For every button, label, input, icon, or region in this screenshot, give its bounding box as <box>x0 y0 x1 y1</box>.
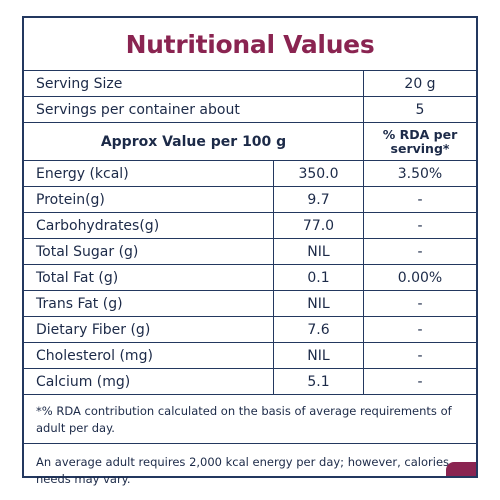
nutrient-rda: - <box>417 191 423 208</box>
nutrient-name: Protein(g) <box>24 187 274 212</box>
serving-size-label: Serving Size <box>24 71 364 96</box>
nutrient-value: NIL <box>274 343 364 368</box>
nutrient-name: Carbohydrates(g) <box>24 213 274 238</box>
nutrient-value: NIL <box>274 239 364 264</box>
nutrient-name: Energy (kcal) <box>24 161 274 186</box>
nutrient-rda: - <box>417 295 423 312</box>
nutrient-value: 5.1 <box>274 369 364 394</box>
header-rda: % RDA per serving* <box>382 126 458 156</box>
energy-note: An average adult requires 2,000 kcal ene… <box>36 455 450 486</box>
nutrient-value: 9.7 <box>274 187 364 212</box>
nutrient-rda: - <box>417 217 423 234</box>
table-row: Carbohydrates(g) 77.0 - <box>24 213 476 239</box>
nutrient-rda: - <box>417 347 423 364</box>
nutrient-rda: - <box>417 321 423 338</box>
serving-size-value: 20 g <box>404 75 436 92</box>
nutrition-table: Nutritional Values Serving Size 20 g Ser… <box>22 16 478 486</box>
nutrient-rda: 3.50% <box>397 165 443 182</box>
table-title: Nutritional Values <box>24 18 476 71</box>
table-row: Protein(g) 9.7 - <box>24 187 476 213</box>
nutrient-name: Total Fat (g) <box>24 265 274 290</box>
table-header-row: Approx Value per 100 g % RDA per serving… <box>24 123 476 161</box>
servings-per-container-label: Servings per container about <box>24 97 364 122</box>
servings-per-container-row: Servings per container about 5 <box>24 97 476 123</box>
nutrient-name: Calcium (mg) <box>24 369 274 394</box>
table-row: Total Sugar (g) NIL - <box>24 239 476 265</box>
table-row: Calcium (mg) 5.1 - <box>24 369 476 395</box>
table-row: Total Fat (g) 0.1 0.00% <box>24 265 476 291</box>
nutrient-name: Dietary Fiber (g) <box>24 317 274 342</box>
table-row: Energy (kcal) 350.0 3.50% <box>24 161 476 187</box>
nutrient-value: 0.1 <box>274 265 364 290</box>
nutrient-rda: 0.00% <box>397 269 443 286</box>
corner-tab <box>446 462 476 476</box>
nutrient-name: Trans Fat (g) <box>24 291 274 316</box>
nutrient-value: NIL <box>274 291 364 316</box>
nutrient-value: 7.6 <box>274 317 364 342</box>
nutrient-name: Total Sugar (g) <box>24 239 274 264</box>
servings-per-container-value: 5 <box>415 101 425 118</box>
header-approx-value: Approx Value per 100 g <box>24 123 364 160</box>
nutrient-rda: - <box>417 373 423 390</box>
nutrient-name: Cholesterol (mg) <box>24 343 274 368</box>
serving-size-row: Serving Size 20 g <box>24 71 476 97</box>
table-row: Dietary Fiber (g) 7.6 - <box>24 317 476 343</box>
nutrient-rows: Energy (kcal) 350.0 3.50% Protein(g) 9.7… <box>24 161 476 395</box>
nutrient-value: 350.0 <box>274 161 364 186</box>
table-row: Cholesterol (mg) NIL - <box>24 343 476 369</box>
table-row: Trans Fat (g) NIL - <box>24 291 476 317</box>
nutrient-value: 77.0 <box>274 213 364 238</box>
rda-footnote: *% RDA contribution calculated on the ba… <box>24 395 476 444</box>
nutrient-rda: - <box>417 243 423 260</box>
